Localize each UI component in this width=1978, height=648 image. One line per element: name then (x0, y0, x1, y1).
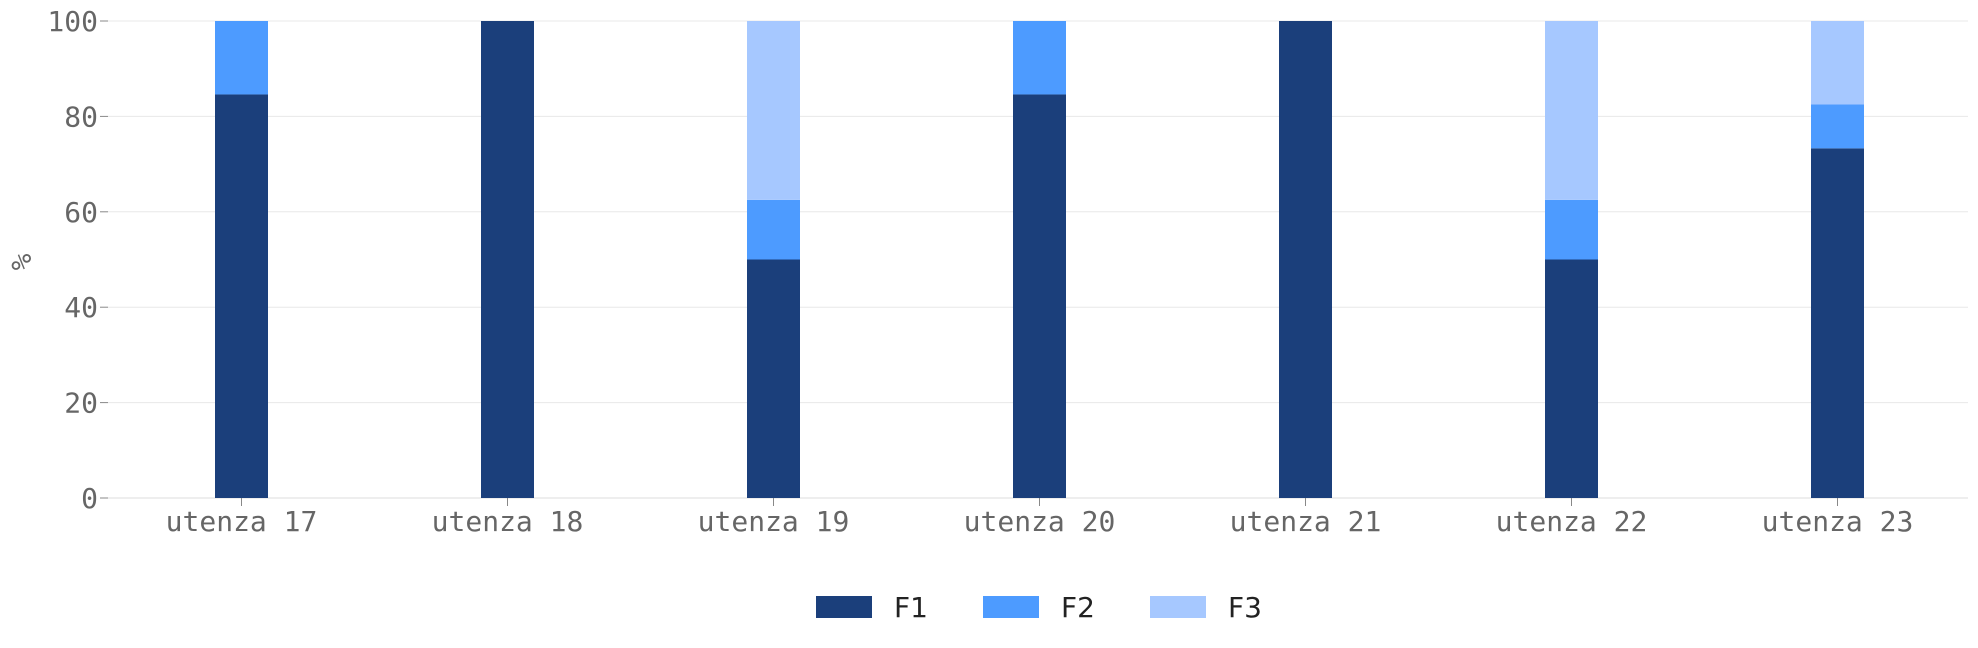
y-tick-label: 80 (64, 100, 98, 133)
bar-segment-f1 (481, 21, 534, 498)
bar-segment-f1 (1013, 94, 1066, 498)
y-tick-label: 20 (64, 387, 98, 420)
bar-segment-f1 (1279, 21, 1332, 498)
y-tick-label: 0 (81, 482, 98, 515)
x-tick-label: utenza 21 (1230, 505, 1382, 538)
bar-segment-f2 (1545, 199, 1598, 260)
y-axis-label: % (5, 253, 38, 270)
bar-segment-f2 (1013, 21, 1066, 95)
x-tick-label: utenza 20 (964, 505, 1116, 538)
legend: F1 F2 F3 (816, 591, 1262, 624)
bar-segment-f2 (1811, 104, 1864, 149)
legend-swatch-f1 (816, 596, 872, 618)
bar-segment-f2 (215, 21, 268, 95)
axis-layer: 0 20 40 60 80 100 utenza 17 utenza 18 utenza 19 u… (47, 5, 1913, 538)
y-tick-label: 60 (64, 196, 98, 229)
x-tick-label: utenza 22 (1496, 505, 1648, 538)
x-tick-label: utenza 19 (698, 505, 850, 538)
y-tick-label: 40 (64, 291, 98, 324)
legend-label-f1: F1 (894, 591, 928, 624)
bar-segment-f3 (747, 21, 800, 200)
x-tick-label: utenza 23 (1762, 505, 1914, 538)
y-tick-label: 100 (47, 5, 98, 38)
legend-swatch-f3 (1150, 596, 1206, 618)
bar-segment-f1 (215, 94, 268, 498)
x-tick-label: utenza 17 (166, 505, 318, 538)
bar-segment-f3 (1811, 21, 1864, 105)
x-tick-label: utenza 18 (432, 505, 584, 538)
bar-segment-f1 (1545, 259, 1598, 498)
legend-swatch-f2 (983, 596, 1039, 618)
bar-segment-f3 (1545, 21, 1598, 200)
legend-label-f2: F2 (1061, 591, 1095, 624)
bar-segment-f2 (747, 199, 800, 260)
legend-label-f3: F3 (1228, 591, 1262, 624)
bar-segment-f1 (747, 259, 800, 498)
bars-layer (215, 21, 1864, 498)
bar-segment-f1 (1811, 148, 1864, 498)
